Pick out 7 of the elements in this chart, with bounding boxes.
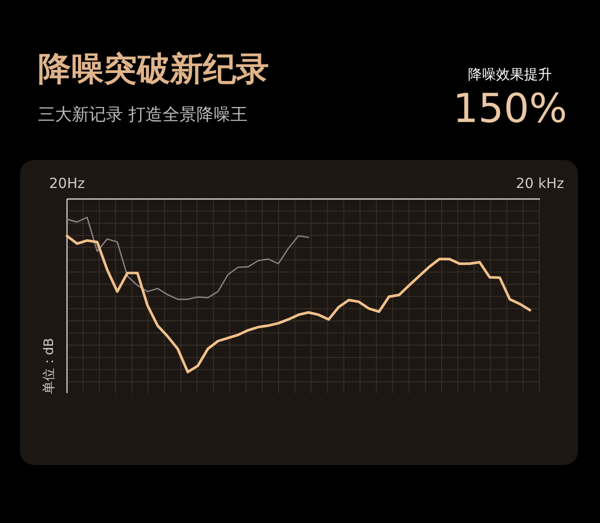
y-axis-title: 单位：dB (42, 338, 57, 394)
x-tick-label: 20Hz (49, 176, 85, 192)
chart-subtitle: 三大新记录 打造全景降噪王 (38, 105, 248, 125)
text: 150% (452, 86, 568, 132)
chart-title: 降噪突破新纪录 (38, 49, 269, 88)
x-tick-label: 20 kHz (516, 176, 564, 192)
text: 降噪效果提升 (468, 67, 552, 83)
